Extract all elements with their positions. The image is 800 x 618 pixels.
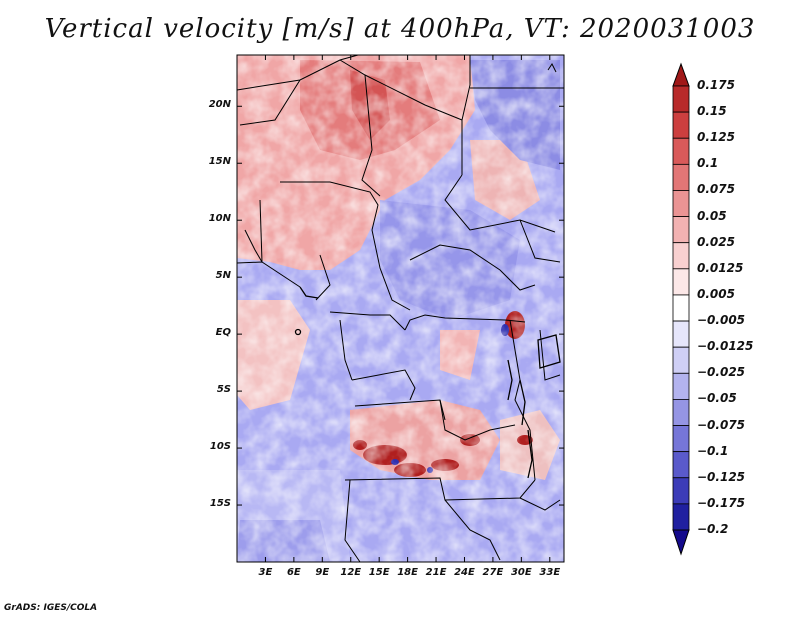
lat-label: 10S xyxy=(209,441,231,453)
colorbar-label: 0.1 xyxy=(697,156,719,171)
colorbar-swatch xyxy=(672,190,690,217)
lat-label: 5S xyxy=(216,384,231,396)
colorbar-label: −0.2 xyxy=(697,522,729,536)
map-title: Vertical velocity [m/s] at 400hPa, VT: 2… xyxy=(44,14,756,44)
lon-label: 33E xyxy=(539,567,561,578)
colorbar-label: −0.025 xyxy=(697,365,746,380)
lon-label: 18E xyxy=(397,567,418,578)
colorbar-swatch xyxy=(672,503,690,531)
velocity-field xyxy=(237,55,564,562)
colorbar-swatch xyxy=(672,111,690,139)
colorbar-swatch xyxy=(672,451,690,479)
lon-label: 9E xyxy=(315,567,330,578)
colorbar-label: −0.075 xyxy=(697,417,746,432)
colorbar-swatch xyxy=(672,268,690,296)
colorbar-label: −0.175 xyxy=(697,495,746,510)
colorbar-swatch xyxy=(672,477,690,505)
lat-label: 5N xyxy=(215,270,231,282)
colorbar-label: −0.125 xyxy=(697,469,746,484)
lat-label: 15N xyxy=(208,156,231,168)
colorbar-label: 0.075 xyxy=(697,182,735,197)
axis-ticks xyxy=(237,55,564,562)
lon-label: 15E xyxy=(368,567,390,578)
colorbar-swatch xyxy=(672,372,690,400)
colorbar-label: 0.005 xyxy=(697,286,735,301)
colorbar-label: −0.0125 xyxy=(697,339,754,354)
colorbar-swatch xyxy=(672,425,690,453)
lon-label: 6E xyxy=(286,567,301,578)
map-frame xyxy=(236,54,565,563)
colorbar-label: 0.125 xyxy=(697,130,735,145)
lon-label: 3E xyxy=(258,567,273,578)
colorbar-label: −0.05 xyxy=(697,391,737,406)
colorbar-swatch xyxy=(672,294,690,322)
colorbar-swatch xyxy=(672,85,690,113)
lon-label: 30E xyxy=(510,567,532,578)
colorbar-swatch xyxy=(672,163,690,191)
colorbar-label: 0.05 xyxy=(697,208,727,223)
colorbar-label: −0.1 xyxy=(697,443,729,458)
lon-label: 12E xyxy=(340,567,362,578)
colorbar-max-arrow xyxy=(672,62,690,87)
colorbar xyxy=(672,62,690,556)
country-borders xyxy=(236,54,564,563)
colorbar-min-arrow xyxy=(672,529,690,556)
colorbar-swatch xyxy=(672,242,690,270)
colorbar-swatch xyxy=(672,137,690,165)
colorbar-swatch xyxy=(672,399,690,426)
lat-label: 15S xyxy=(209,498,231,510)
lon-label: 27E xyxy=(482,567,504,578)
colorbar-label: −0.005 xyxy=(697,313,746,328)
lat-label: 10N xyxy=(208,213,231,225)
lat-label: 20N xyxy=(208,99,231,111)
colorbar-swatch xyxy=(672,216,690,244)
colorbar-label: 0.15 xyxy=(697,104,727,119)
grads-credit: GrADS: IGES/COLA xyxy=(4,603,98,613)
lat-label: EQ xyxy=(215,327,231,339)
lakes xyxy=(294,286,561,479)
colorbar-label: 0.175 xyxy=(697,78,735,92)
colorbar-swatch xyxy=(672,346,690,374)
colorbar-swatch xyxy=(672,320,690,348)
lon-label: 21E xyxy=(425,567,447,578)
colorbar-label: 0.025 xyxy=(697,234,735,249)
lon-label: 24E xyxy=(454,567,475,578)
colorbar-label: 0.0125 xyxy=(697,260,744,275)
